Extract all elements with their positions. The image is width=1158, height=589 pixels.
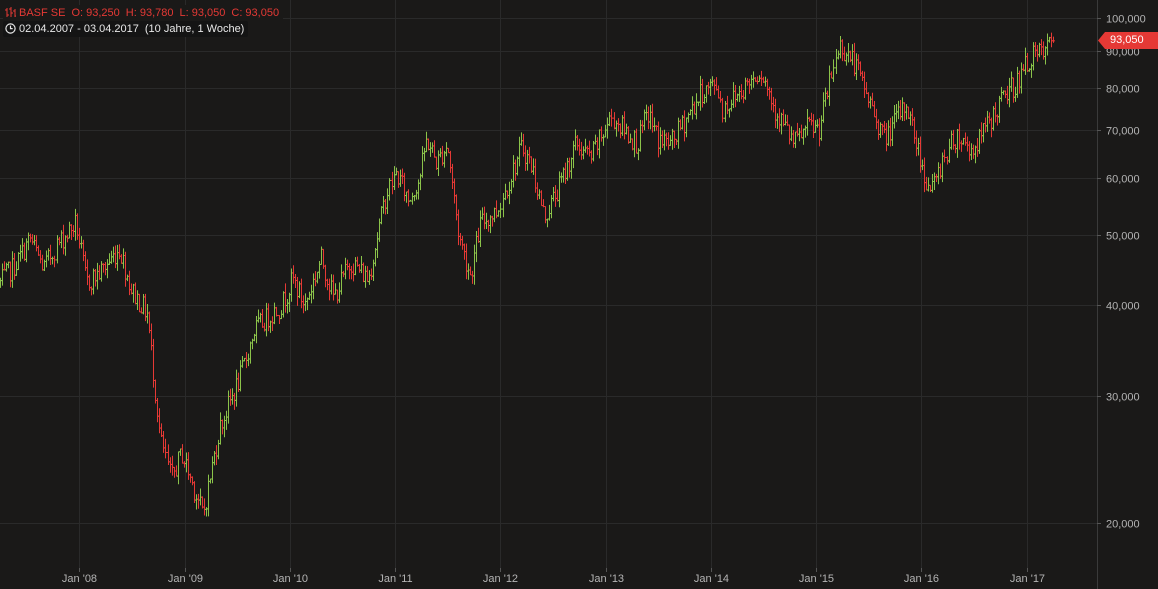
y-tick-label: 60,000	[1106, 174, 1140, 186]
open-value: O: 93,250	[71, 7, 120, 19]
x-tick-label: Jan '14	[694, 573, 729, 585]
x-tick-label: Jan '16	[904, 573, 939, 585]
y-tick-label: 20,000	[1106, 519, 1140, 531]
ohlc-bar	[388, 178, 391, 201]
y-tick-label: 30,000	[1106, 392, 1140, 404]
close-value: C: 93,050	[231, 7, 280, 19]
clock-icon	[5, 23, 16, 34]
last-price-badge: 93,050	[1098, 32, 1158, 50]
ohlc-bars-icon	[5, 7, 16, 17]
x-tick-label: Jan '11	[378, 573, 412, 585]
x-tick-label: Jan '10	[273, 573, 308, 585]
timeframe-legend[interactable]: 02.04.2007 - 03.04.2017 (10 Jahre, 1 Woch…	[3, 21, 249, 37]
ohlc-bar	[275, 306, 278, 317]
x-tick-label: Jan '12	[483, 573, 518, 585]
ohlc-bar	[943, 149, 946, 163]
ohlc-bar	[53, 255, 56, 268]
high-value: H: 93,780	[125, 7, 174, 19]
x-tick-label: Jan '13	[589, 573, 624, 585]
y-tick-label: 90,000	[1106, 47, 1140, 59]
symbol-name: BASF SE	[19, 7, 66, 19]
badge-shape	[1098, 32, 1158, 50]
ohlc-bar	[499, 202, 502, 218]
y-tick-label: 40,000	[1106, 301, 1140, 313]
ohlc-legend: BASF SE O: 93,250 H: 93,780 L: 93,050 C: 93,…	[3, 5, 284, 21]
x-axis: Jan '08 Jan '09 Jan '10 Jan '11 Jan '12 Jan '…	[62, 568, 1045, 585]
ohlc-bar	[164, 438, 167, 459]
x-tick-label: Jan '08	[62, 573, 97, 585]
last-price-label: 93,050	[1110, 34, 1144, 47]
plot-area	[0, 0, 1097, 589]
ohlc-bar	[832, 59, 835, 82]
ohlc-bar	[1052, 36, 1055, 43]
x-tick-label: Jan '17	[1010, 573, 1045, 585]
y-tick-label: 100,000	[1106, 14, 1146, 26]
y-tick-label: 80,000	[1106, 84, 1140, 96]
y-tick-label: 70,000	[1106, 126, 1140, 138]
x-tick-label: Jan '09	[168, 573, 203, 585]
low-value: L: 93,050	[179, 7, 226, 19]
date-range: 02.04.2007 - 03.04.2017	[19, 23, 139, 35]
ohlc-bar	[610, 108, 613, 127]
ohlc-bars	[0, 32, 1055, 517]
x-tick-label: Jan '15	[799, 573, 834, 585]
y-tick-label: 50,000	[1106, 231, 1140, 243]
period-label: (10 Jahre, 1 Woche)	[144, 23, 245, 35]
ohlc-bar	[721, 97, 724, 123]
y-axis: 20,000 30,000 40,000 50,000 60,000 70,000 80,0…	[1097, 14, 1146, 531]
